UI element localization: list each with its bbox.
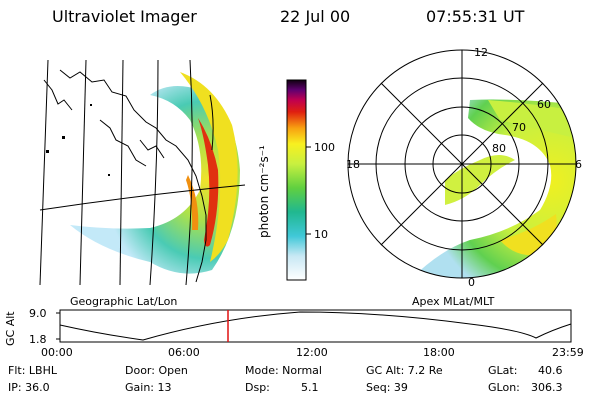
info-ip: IP: 36.0 [8, 381, 50, 394]
info-gain: Gain: 13 [125, 381, 172, 394]
polar-plot [347, 49, 577, 279]
colorbar [286, 79, 307, 281]
mlat-label-60: 60 [537, 98, 551, 111]
info-glon-value: 306.3 [531, 381, 563, 394]
colorbar-tick-100: 100 [314, 141, 335, 154]
app-title: Ultraviolet Imager [52, 7, 197, 26]
polar-panel-label: Apex MLat/MLT [412, 295, 495, 308]
info-glon-label: GLon: [488, 381, 520, 394]
info-gc-alt: GC Alt: 7.2 Re [366, 364, 443, 377]
altitude-xtick-0600: 06:00 [168, 346, 200, 359]
info-flt: Flt: LBHL [8, 364, 57, 377]
altitude-xtick-1800: 18:00 [423, 346, 455, 359]
time-label: 07:55:31 UT [426, 7, 525, 26]
altitude-ylabel: GC Alt [4, 311, 17, 346]
colorbar-unit-label: photon cm⁻²s⁻¹ [257, 145, 271, 238]
altitude-ytick-1.8: 1.8 [29, 333, 47, 346]
altitude-xtick-1200: 12:00 [296, 346, 328, 359]
geographic-map [39, 59, 246, 286]
info-glat-label: GLat: [488, 364, 518, 377]
info-mode: Mode: Normal [245, 364, 322, 377]
info-glat-value: 40.6 [538, 364, 563, 377]
altitude-ytick-9: 9.0 [29, 307, 47, 320]
info-seq: Seq: 39 [366, 381, 408, 394]
geo-panel-label: Geographic Lat/Lon [70, 295, 178, 308]
mlt-label-12: 12 [474, 46, 488, 59]
altitude-xtick-0000: 00:00 [41, 346, 73, 359]
info-dsp-label: Dsp: [245, 381, 270, 394]
altitude-xtick-2359: 23:59 [552, 346, 584, 359]
mlat-label-70: 70 [512, 121, 526, 134]
colorbar-tick-10: 10 [314, 228, 328, 241]
mlt-label-6: 6 [575, 158, 582, 171]
altitude-plot [56, 309, 572, 343]
date-label: 22 Jul 00 [280, 7, 351, 26]
mlt-label-18: 18 [346, 158, 360, 171]
mlt-label-0: 0 [468, 276, 475, 289]
altitude-curve [59, 311, 572, 341]
info-dsp-value: 5.1 [301, 381, 319, 394]
mlat-label-80: 80 [492, 142, 506, 155]
info-door: Door: Open [125, 364, 188, 377]
